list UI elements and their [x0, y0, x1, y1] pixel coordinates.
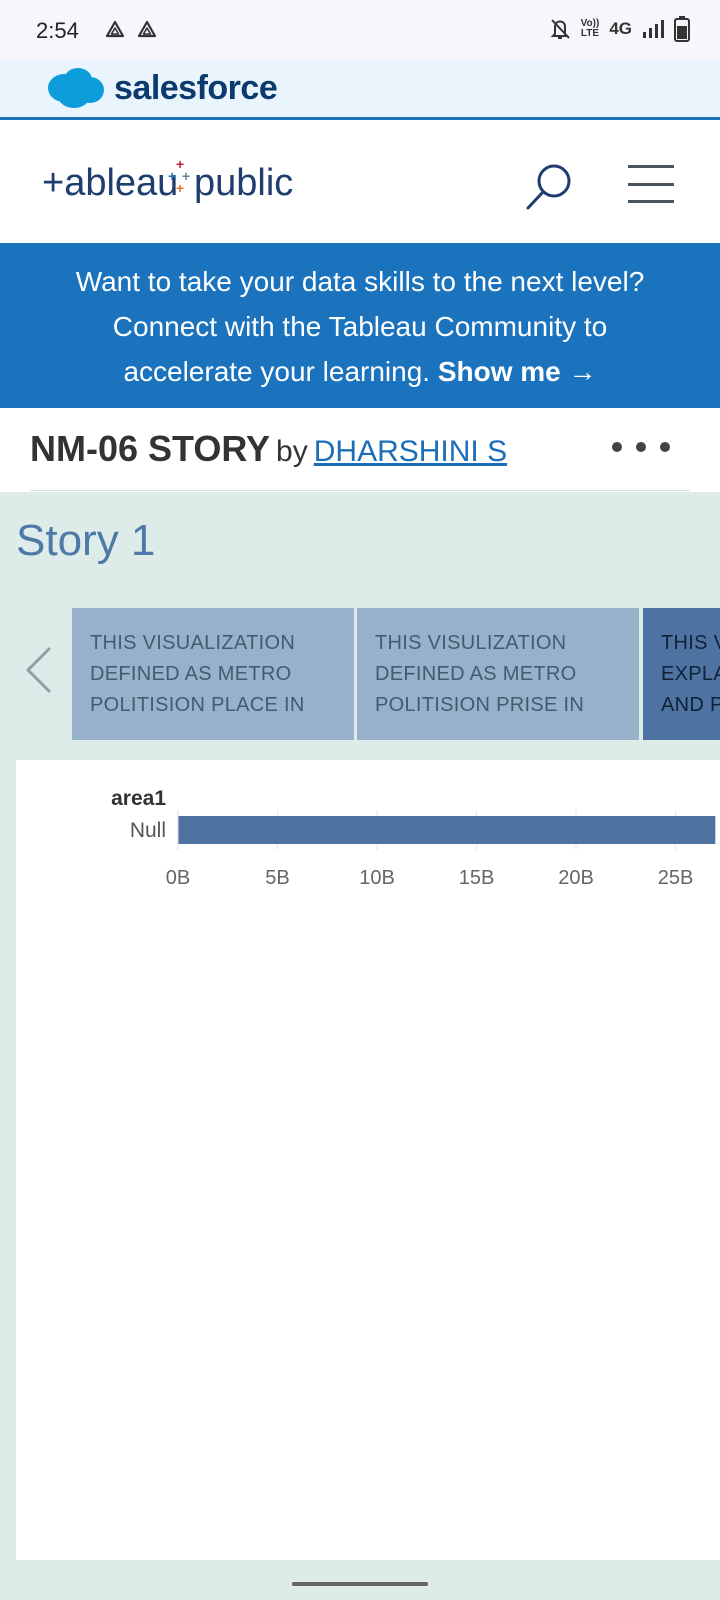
- home-indicator[interactable]: [292, 1582, 428, 1586]
- svg-text:public: public: [194, 162, 293, 204]
- status-bar: 2:54 Vo)) LTE 4G: [0, 0, 720, 60]
- volte-icon: Vo)) LTE: [580, 18, 600, 39]
- viz-by-label: by: [276, 435, 308, 468]
- viz-title-text: NM-06 STORY: [30, 428, 271, 469]
- chart-x-tick-label: 0B: [166, 867, 190, 889]
- salesforce-bar: salesforce: [0, 60, 720, 120]
- chart-x-tick-label: 15B: [459, 867, 495, 889]
- search-icon[interactable]: [524, 161, 576, 213]
- story-point-2[interactable]: THIS VISULIZATION DEFINED AS METRO POLIT…: [357, 608, 639, 740]
- viz-title: NM-06 STORY by DHARSHINI S: [30, 428, 507, 470]
- story-point-2-line: THIS VISULIZATION: [375, 632, 567, 654]
- tableau-public-logo[interactable]: +ableau public + + + +: [42, 155, 324, 207]
- status-left-icons: [104, 19, 158, 41]
- story-point-2-line: DEFINED AS METRO: [375, 663, 577, 685]
- story-container: Story 1 THIS VISUALIZATION DEFINED AS ME…: [0, 492, 720, 1600]
- story-point-1-line: DEFINED AS METRO: [90, 663, 292, 685]
- divider: [30, 490, 690, 491]
- chart-panel: 0B 5B 10B 15B 20B 25B area1 Null: [16, 760, 720, 1560]
- story-point-1-line: THIS VISUALIZATION: [90, 632, 296, 654]
- salesforce-logo[interactable]: salesforce: [44, 66, 278, 110]
- chart-y-axis-title: area1: [111, 787, 166, 810]
- more-dots-icon[interactable]: [612, 442, 670, 452]
- author-link[interactable]: DHARSHINI S: [313, 435, 508, 468]
- chart-category-label: Null: [130, 819, 166, 842]
- battery-icon: [674, 16, 690, 42]
- promo-line-3: accelerate your learning. Show me →: [30, 349, 690, 394]
- chart-bar: [178, 816, 716, 844]
- svg-text:+: +: [176, 156, 184, 172]
- site-header: +ableau public + + + +: [0, 123, 720, 243]
- status-time: 2:54: [36, 18, 79, 43]
- tableau-public-logo-mark: +ableau public + + + +: [42, 156, 293, 204]
- viz-title-row: NM-06 STORY by DHARSHINI S: [0, 408, 720, 492]
- story-point-1[interactable]: THIS VISUALIZATION DEFINED AS METRO POLI…: [72, 608, 354, 740]
- svg-text:+: +: [176, 180, 184, 196]
- signal-icon: [643, 20, 664, 38]
- hamburger-menu-icon[interactable]: [628, 165, 674, 203]
- status-right-icons: Vo)) LTE 4G: [549, 16, 690, 42]
- chart-x-tick-label: 25B: [658, 867, 694, 889]
- 4g-icon: 4G: [609, 19, 632, 38]
- svg-text:+ableau: +ableau: [42, 162, 178, 204]
- svg-text:+: +: [168, 168, 176, 184]
- bar-chart: 0B 5B 10B 15B 20B 25B area1 Null: [111, 787, 716, 889]
- story-point-3-line: AND P: [661, 694, 720, 716]
- chart-x-tick-label: 10B: [359, 867, 395, 889]
- promo-line-2: Connect with the Tableau Community to: [112, 311, 608, 342]
- story-point-2-line: POLITISION PRISE IN: [375, 694, 585, 716]
- chevron-left-icon[interactable]: [20, 640, 60, 700]
- chart-x-tick-label: 20B: [558, 867, 594, 889]
- community-promo-banner: Want to take your data skills to the nex…: [0, 243, 720, 408]
- drive-icon: [137, 20, 157, 38]
- story-point-1-line: POLITISION PLACE IN: [90, 694, 305, 716]
- salesforce-cloud-icon: [48, 68, 104, 108]
- svg-text:+: +: [182, 168, 190, 184]
- mute-bell-icon: [550, 19, 570, 39]
- chart-x-tick-label: 5B: [265, 867, 289, 889]
- drive-icon: [105, 20, 125, 38]
- salesforce-wordmark: salesforce: [114, 68, 278, 107]
- promo-line-1: Want to take your data skills to the nex…: [75, 266, 645, 297]
- story-point-3-line: THIS V: [661, 632, 720, 654]
- promo-line-3-text: accelerate your learning.: [123, 356, 431, 387]
- show-me-link[interactable]: Show me →: [437, 356, 597, 387]
- story-title: Story 1: [16, 516, 156, 565]
